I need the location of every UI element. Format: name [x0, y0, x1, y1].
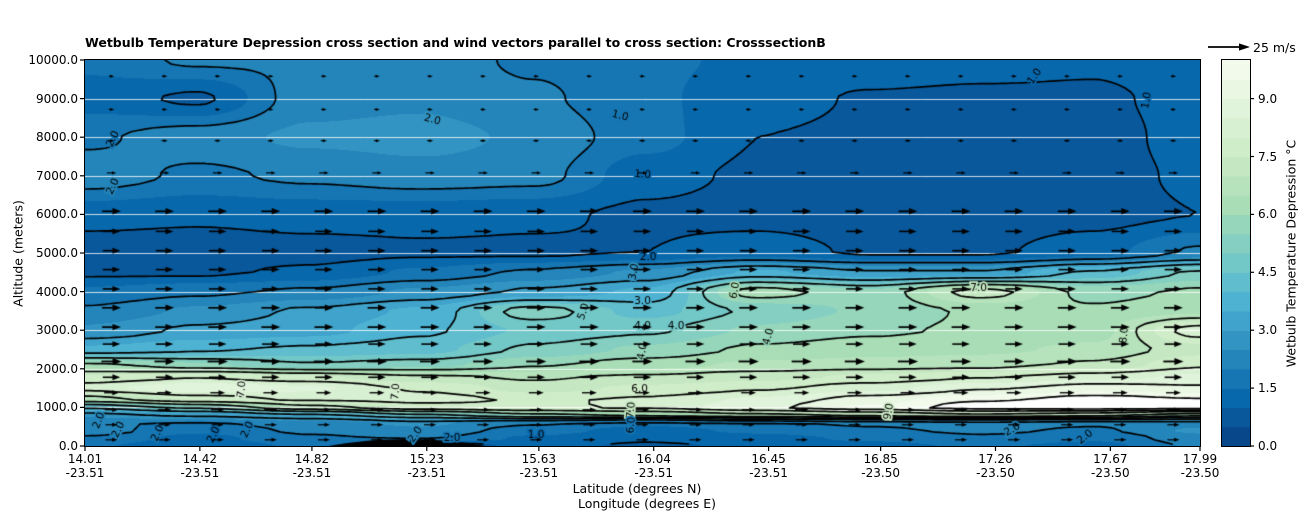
- x-tick-label: 17.99 -23.50: [1170, 452, 1230, 480]
- colorbar-tick-label: 1.5: [1258, 381, 1278, 396]
- x-tick-longitude: -23.50: [1180, 466, 1220, 480]
- x-tick-latitude: 17.26: [978, 452, 1013, 466]
- colorbar-tick-label: 0.0: [1258, 439, 1278, 453]
- y-tick-label: 1000.0: [36, 400, 78, 415]
- y-tick-label: 3000.0: [36, 323, 78, 338]
- colorbar-label: Wetbulb Temperature Depression °C: [1283, 139, 1299, 368]
- x-tick-label: 17.67 -23.50: [1080, 452, 1140, 480]
- colorbar-tick-label: 7.5: [1258, 149, 1278, 164]
- x-tick-label: 14.01 -23.51: [55, 452, 115, 480]
- plot-area: [84, 59, 1201, 447]
- x-tick-label: 14.82 -23.51: [282, 452, 342, 480]
- x-tick-latitude: 15.23: [409, 452, 444, 466]
- x-tick-label: 17.26 -23.50: [965, 452, 1025, 480]
- x-tick-longitude: -23.51: [180, 466, 220, 480]
- y-tick-label: 5000.0: [36, 246, 78, 260]
- colorbar: [1221, 59, 1251, 447]
- x-tick-longitude: -23.51: [749, 466, 788, 480]
- title-line-1: Wetbulb Temperature Depression cross sec…: [85, 35, 826, 50]
- y-tick-label: 7000.0: [36, 168, 78, 183]
- x-tick-longitude: -23.51: [292, 466, 332, 480]
- x-tick-longitude: -23.50: [861, 466, 900, 480]
- x-tick-latitude: 17.99: [1182, 452, 1218, 466]
- x-tick-label: 16.04 -23.51: [624, 452, 684, 480]
- y-tick-label: 6000.0: [36, 207, 78, 222]
- y-tick-label: 2000.0: [36, 361, 78, 376]
- x-tick-label: 15.63 -23.51: [509, 452, 569, 480]
- x-axis-label-longitude: Longitude (degrees E): [577, 496, 717, 511]
- x-tick-latitude: 16.85: [863, 452, 898, 466]
- x-tick-longitude: -23.51: [519, 466, 559, 480]
- x-tick-latitude: 16.04: [636, 452, 671, 466]
- y-tick-label: 4000.0: [36, 284, 78, 299]
- colorbar-canvas: [1222, 60, 1250, 446]
- x-tick-label: 15.23 -23.51: [397, 452, 457, 480]
- colorbar-tick-label: 9.0: [1258, 91, 1278, 106]
- contour-quiver-canvas: [85, 60, 1200, 446]
- x-tick-latitude: 14.42: [182, 452, 218, 466]
- x-tick-longitude: -23.51: [65, 466, 105, 480]
- x-tick-latitude: 14.82: [294, 452, 330, 466]
- x-tick-latitude: 15.63: [521, 452, 557, 466]
- x-tick-longitude: -23.50: [976, 466, 1015, 480]
- x-tick-longitude: -23.51: [634, 466, 674, 480]
- y-tick-label: 8000.0: [36, 130, 78, 145]
- x-tick-latitude: 16.45: [751, 452, 786, 466]
- colorbar-tick-label: 4.5: [1258, 265, 1278, 280]
- colorbar-tick-label: 3.0: [1258, 323, 1278, 338]
- x-tick-latitude: 14.01: [67, 452, 103, 466]
- quiver-key-arrow: [1208, 43, 1250, 51]
- y-tick-label: 0.0: [58, 439, 78, 453]
- colorbar-tick-label: 6.0: [1258, 207, 1278, 222]
- x-tick-label: 16.45 -23.51: [739, 452, 799, 480]
- x-tick-label: 14.42 -23.51: [170, 452, 230, 480]
- x-tick-longitude: -23.50: [1091, 466, 1130, 480]
- x-axis-label-latitude: Latitude (degrees N): [572, 481, 702, 496]
- y-tick-label: 10000.0: [28, 53, 78, 67]
- quiver-key-label: 25 m/s: [1253, 40, 1296, 55]
- x-tick-latitude: 17.67: [1093, 452, 1128, 466]
- y-tick-label: 9000.0: [36, 91, 78, 106]
- x-tick-longitude: -23.51: [407, 466, 447, 480]
- x-tick-label: 16.85 -23.50: [851, 452, 911, 480]
